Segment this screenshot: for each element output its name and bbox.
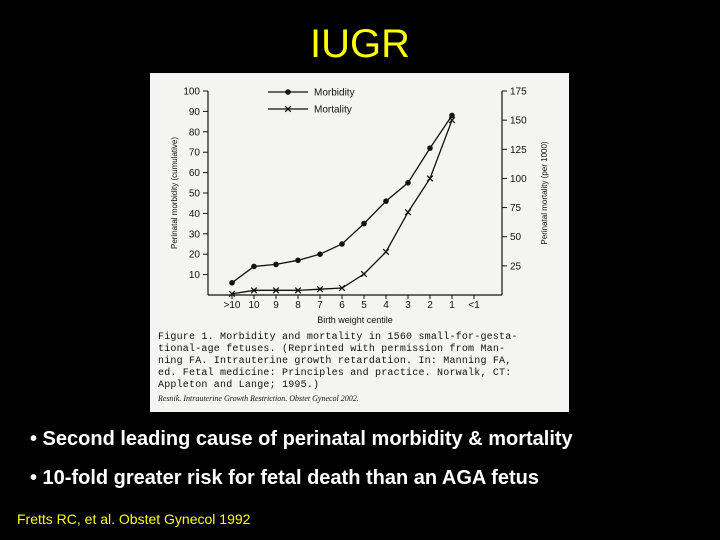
x-axis-tick-label: <1: [468, 300, 480, 311]
x-marker-stroke: [228, 290, 236, 298]
morbidity-point: [317, 251, 323, 257]
morbidity-point: [405, 180, 411, 186]
left-axis-tick-label: 60: [189, 168, 201, 179]
mortality-point: [228, 290, 236, 298]
mortality-point: [316, 285, 324, 293]
x-marker-stroke: [338, 284, 346, 292]
x-axis-tick-label: 9: [273, 300, 279, 311]
right-axis-tick-label: 75: [510, 203, 522, 214]
caption-line: ed. Fetal medicine: Principles and pract…: [158, 367, 511, 379]
morbidity-mortality-chart: 102030405060708090100255075100125150175>…: [157, 87, 549, 404]
mortality-point: [272, 287, 280, 294]
morbidity-legend-label: Morbidity: [314, 88, 355, 99]
morbidity-legend-marker: [285, 89, 291, 95]
mortality-line: [231, 119, 453, 295]
left-axis-tick-label: 90: [189, 107, 201, 118]
x-axis-tick-label: 10: [248, 300, 260, 311]
mortality-point: [404, 208, 412, 216]
x-marker-stroke: [382, 248, 390, 256]
mortality-point: [448, 116, 456, 124]
morbidity-point: [229, 279, 235, 286]
x-marker-stroke: [448, 116, 456, 124]
x-axis-tick-label: 2: [427, 300, 433, 311]
mortality-point: [294, 287, 302, 294]
x-axis-tick-label: 7: [317, 300, 323, 311]
x-marker-stroke: [360, 270, 368, 278]
x-marker-stroke: [250, 287, 258, 294]
right-axis-label: Perinatal mortality (per 1000): [540, 141, 549, 244]
right-axis-tick-label: 125: [510, 145, 527, 156]
bullet-fetal-death-risk: • 10-fold greater risk for fetal death t…: [30, 467, 539, 489]
caption-source: Resnik. Intrauterine Growth Restriction.…: [157, 394, 359, 403]
morbidity-point: [295, 257, 301, 264]
left-axis-tick-label: 50: [189, 189, 201, 200]
right-axis-tick-label: 100: [510, 174, 527, 185]
mortality-point: [382, 248, 390, 256]
x-axis-tick-label: 1: [449, 300, 455, 311]
right-axis-tick-label: 50: [510, 232, 522, 243]
bullet-perinatal-morbidity: • Second leading cause of perinatal morb…: [30, 428, 573, 450]
x-axis-tick-label: 8: [295, 300, 301, 311]
x-axis-label: Birth weight centile: [317, 315, 393, 325]
mortality-point: [250, 287, 258, 294]
caption-line: Appleton and Lange; 1995.): [158, 379, 319, 391]
morbidity-point: [383, 198, 389, 204]
morbidity-line: [231, 115, 453, 284]
figure-caption: Figure 1. Morbidity and mortality in 156…: [157, 331, 518, 403]
left-axis-tick-label: 20: [189, 250, 201, 261]
morbidity-point: [251, 263, 257, 270]
right-axis-tick-label: 150: [510, 116, 527, 127]
morbidity-point: [361, 220, 367, 227]
right-axis-tick-label: 175: [510, 87, 527, 98]
morbidity-point: [339, 241, 345, 247]
right-axis-tick-label: 25: [510, 261, 522, 272]
x-axis-tick-label: 5: [361, 300, 367, 311]
x-marker-stroke: [294, 287, 302, 294]
chart-legend: Morbidity Mortality: [268, 88, 355, 116]
caption-line: ning FA. Intrauterine growth retardation…: [158, 355, 511, 367]
mortality-legend-marker: [284, 105, 292, 113]
caption-line: Figure 1. Morbidity and mortality in 156…: [158, 331, 518, 343]
x-marker-stroke: [284, 105, 292, 113]
caption-line: tional-age fetuses. (Reprinted with perm…: [158, 343, 505, 355]
x-axis-tick-label: >10: [224, 300, 241, 311]
slide-title: IUGR: [310, 22, 410, 66]
mortality-point: [338, 284, 346, 292]
left-axis-tick-label: 70: [189, 148, 201, 159]
left-axis-tick-label: 80: [189, 127, 201, 138]
morbidity-point: [427, 145, 433, 151]
x-marker-stroke: [316, 285, 324, 293]
left-axis-tick-label: 10: [189, 270, 201, 281]
x-axis-tick-label: 6: [339, 300, 345, 311]
left-axis-tick-label: 40: [189, 209, 201, 220]
x-marker-stroke: [272, 287, 280, 294]
x-marker-stroke: [404, 208, 412, 216]
mortality-point: [360, 270, 368, 278]
mortality-legend-label: Mortality: [314, 105, 352, 116]
left-axis-tick-label: 100: [183, 87, 200, 98]
x-marker-stroke: [426, 175, 434, 182]
x-axis-tick-label: 3: [405, 300, 411, 311]
chart-figure: 10 20 30 40 50 60 70 80 90 100 25 50 75 100 125 150 175 >…: [150, 73, 569, 412]
left-axis-tick-label: 30: [189, 229, 201, 240]
citation: Fretts RC, et al. Obstet Gynecol 1992: [17, 511, 251, 527]
x-axis-tick-label: 4: [383, 300, 389, 311]
mortality-point: [426, 175, 434, 182]
morbidity-point: [273, 261, 279, 268]
morbidity-point: [449, 112, 455, 119]
left-axis-label: Perinatal morbidity (cumulative): [170, 137, 179, 249]
